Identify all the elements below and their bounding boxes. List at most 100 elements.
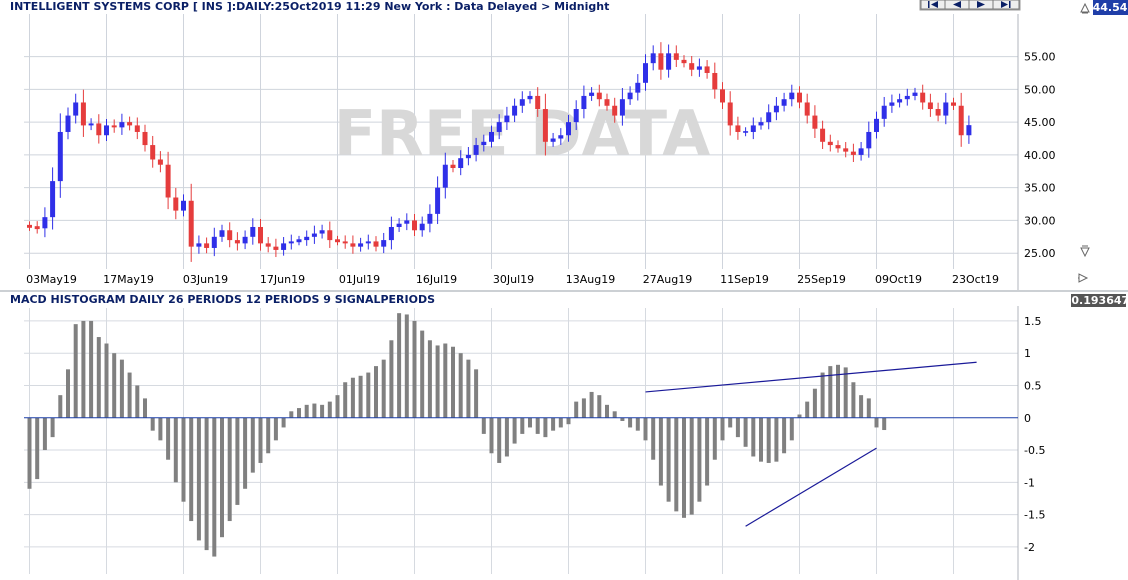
candle-body — [335, 239, 340, 243]
macd-bar — [389, 340, 394, 418]
macd-bar — [874, 417, 879, 428]
candle-body — [442, 164, 448, 188]
candle-body — [111, 125, 117, 128]
candle-body — [781, 99, 787, 106]
macd-bar — [836, 364, 840, 418]
candle-body — [196, 243, 202, 247]
macd-bar — [443, 343, 448, 418]
price-panel — [0, 0, 1128, 290]
macd-bar — [420, 330, 425, 418]
candle-body — [435, 187, 441, 214]
macd-bar — [374, 366, 378, 418]
price-x-tick-label: 11Sep19 — [720, 273, 769, 286]
candle-body — [273, 246, 279, 250]
candle-body — [804, 102, 810, 116]
candle-body — [743, 131, 749, 133]
scroll-up-icon[interactable] — [1080, 2, 1090, 14]
candle-body — [204, 243, 210, 248]
macd-bar — [381, 359, 386, 418]
candle-body — [797, 92, 802, 103]
macd-bar — [104, 343, 109, 418]
macd-bar — [427, 340, 432, 418]
macd-bar — [866, 398, 871, 418]
macd-bar — [589, 391, 594, 418]
macd-bar — [820, 372, 825, 418]
macd-bar — [304, 404, 309, 418]
candle-body — [96, 123, 102, 136]
candle-body — [727, 102, 733, 126]
candle-body — [912, 92, 918, 96]
candle-body — [542, 109, 548, 142]
macd-trendlines — [645, 361, 977, 527]
last-icon[interactable] — [992, 0, 1020, 10]
candle-body — [242, 236, 248, 244]
macd-bar — [774, 417, 779, 462]
macd-bar — [289, 411, 294, 418]
candle-body — [181, 200, 186, 211]
candle-body — [188, 200, 194, 247]
macd-bar — [235, 417, 240, 505]
macd-bar — [42, 417, 47, 451]
macd-bar — [273, 417, 278, 441]
candle-body — [566, 122, 571, 136]
macd-bar — [743, 417, 748, 447]
macd-bar — [581, 398, 586, 418]
macd-bar — [366, 372, 371, 418]
first-icon[interactable] — [920, 0, 946, 10]
candle-body — [766, 112, 772, 123]
macd-bar — [227, 417, 232, 522]
candle-body — [304, 236, 310, 241]
candle-body — [820, 128, 826, 142]
macd-bar — [805, 401, 810, 418]
macd-bar — [728, 417, 733, 428]
macd-bar — [66, 369, 70, 418]
candle-body — [265, 243, 271, 247]
candle-body — [365, 241, 371, 244]
macd-bar — [35, 417, 40, 480]
candle-body — [666, 53, 672, 70]
macd-bar — [751, 417, 756, 457]
macd-bar — [789, 417, 794, 441]
macd-bar — [766, 417, 771, 463]
candle-body — [835, 145, 841, 149]
price-x-tick-label: 13Aug19 — [566, 273, 615, 286]
next-icon[interactable] — [968, 0, 994, 10]
macd-bar — [281, 417, 286, 428]
macd-bar — [112, 353, 117, 418]
macd-bar — [143, 398, 147, 418]
candle-body — [943, 102, 949, 116]
candle-body — [612, 105, 618, 116]
macd-bar — [150, 417, 155, 431]
macd-bar — [73, 324, 78, 418]
macd-bar — [458, 353, 463, 418]
macd-bar — [628, 417, 633, 428]
candle-body — [412, 220, 417, 231]
scroll-right-icon[interactable] — [1078, 273, 1089, 283]
candle-body — [858, 148, 864, 155]
candle-body — [627, 92, 633, 100]
candle-body — [704, 66, 710, 73]
macd-bar — [89, 320, 94, 418]
macd-bar — [350, 377, 355, 418]
macd-bar — [689, 417, 694, 515]
macd-bar — [119, 359, 124, 418]
macd-bar — [135, 385, 140, 418]
macd-bar — [258, 417, 263, 463]
macd-bars — [27, 313, 887, 557]
scroll-down-icon[interactable] — [1080, 245, 1090, 258]
macd-y-tick-label: 1.5 — [1024, 315, 1042, 328]
macd-last-value-badge-text: -0.193647 — [1067, 294, 1128, 307]
macd-bar — [412, 320, 417, 418]
macd-bar — [597, 395, 602, 418]
navigation-bar — [919, 0, 1021, 11]
prev-icon[interactable] — [944, 0, 970, 10]
macd-bar — [50, 417, 55, 438]
candle-body — [458, 158, 464, 169]
candle-body — [473, 145, 479, 155]
candle-body — [211, 236, 217, 248]
macd-bar — [851, 382, 856, 418]
macd-bar — [489, 417, 494, 454]
macd-bar — [882, 417, 887, 431]
candle-body — [404, 220, 410, 224]
candle-body — [920, 92, 926, 103]
